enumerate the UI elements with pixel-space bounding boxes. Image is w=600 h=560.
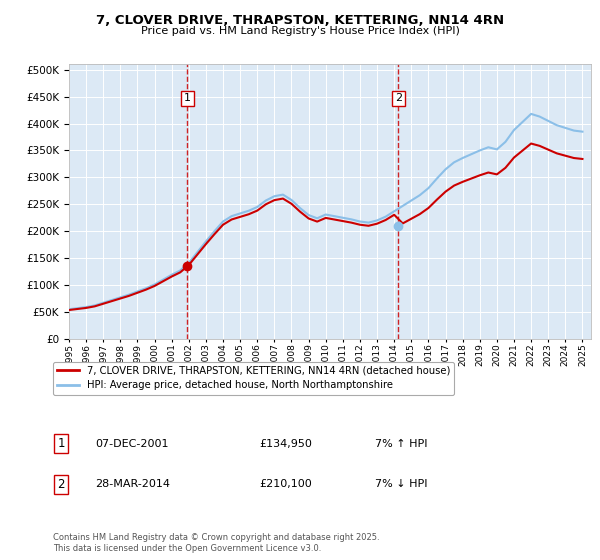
Legend: 7, CLOVER DRIVE, THRAPSTON, KETTERING, NN14 4RN (detached house), HPI: Average p: 7, CLOVER DRIVE, THRAPSTON, KETTERING, N… — [53, 362, 454, 394]
Text: 1: 1 — [58, 437, 65, 450]
Text: £210,100: £210,100 — [259, 479, 312, 489]
Text: 28-MAR-2014: 28-MAR-2014 — [95, 479, 170, 489]
Text: 07-DEC-2001: 07-DEC-2001 — [95, 438, 169, 449]
Text: 7, CLOVER DRIVE, THRAPSTON, KETTERING, NN14 4RN: 7, CLOVER DRIVE, THRAPSTON, KETTERING, N… — [96, 14, 504, 27]
Text: Contains HM Land Registry data © Crown copyright and database right 2025.
This d: Contains HM Land Registry data © Crown c… — [53, 533, 380, 553]
Text: 7% ↓ HPI: 7% ↓ HPI — [376, 479, 428, 489]
Text: 2: 2 — [58, 478, 65, 491]
Text: £134,950: £134,950 — [259, 438, 312, 449]
Text: 1: 1 — [184, 94, 191, 103]
Text: Price paid vs. HM Land Registry's House Price Index (HPI): Price paid vs. HM Land Registry's House … — [140, 26, 460, 36]
Text: 7% ↑ HPI: 7% ↑ HPI — [376, 438, 428, 449]
Text: 2: 2 — [395, 94, 402, 103]
